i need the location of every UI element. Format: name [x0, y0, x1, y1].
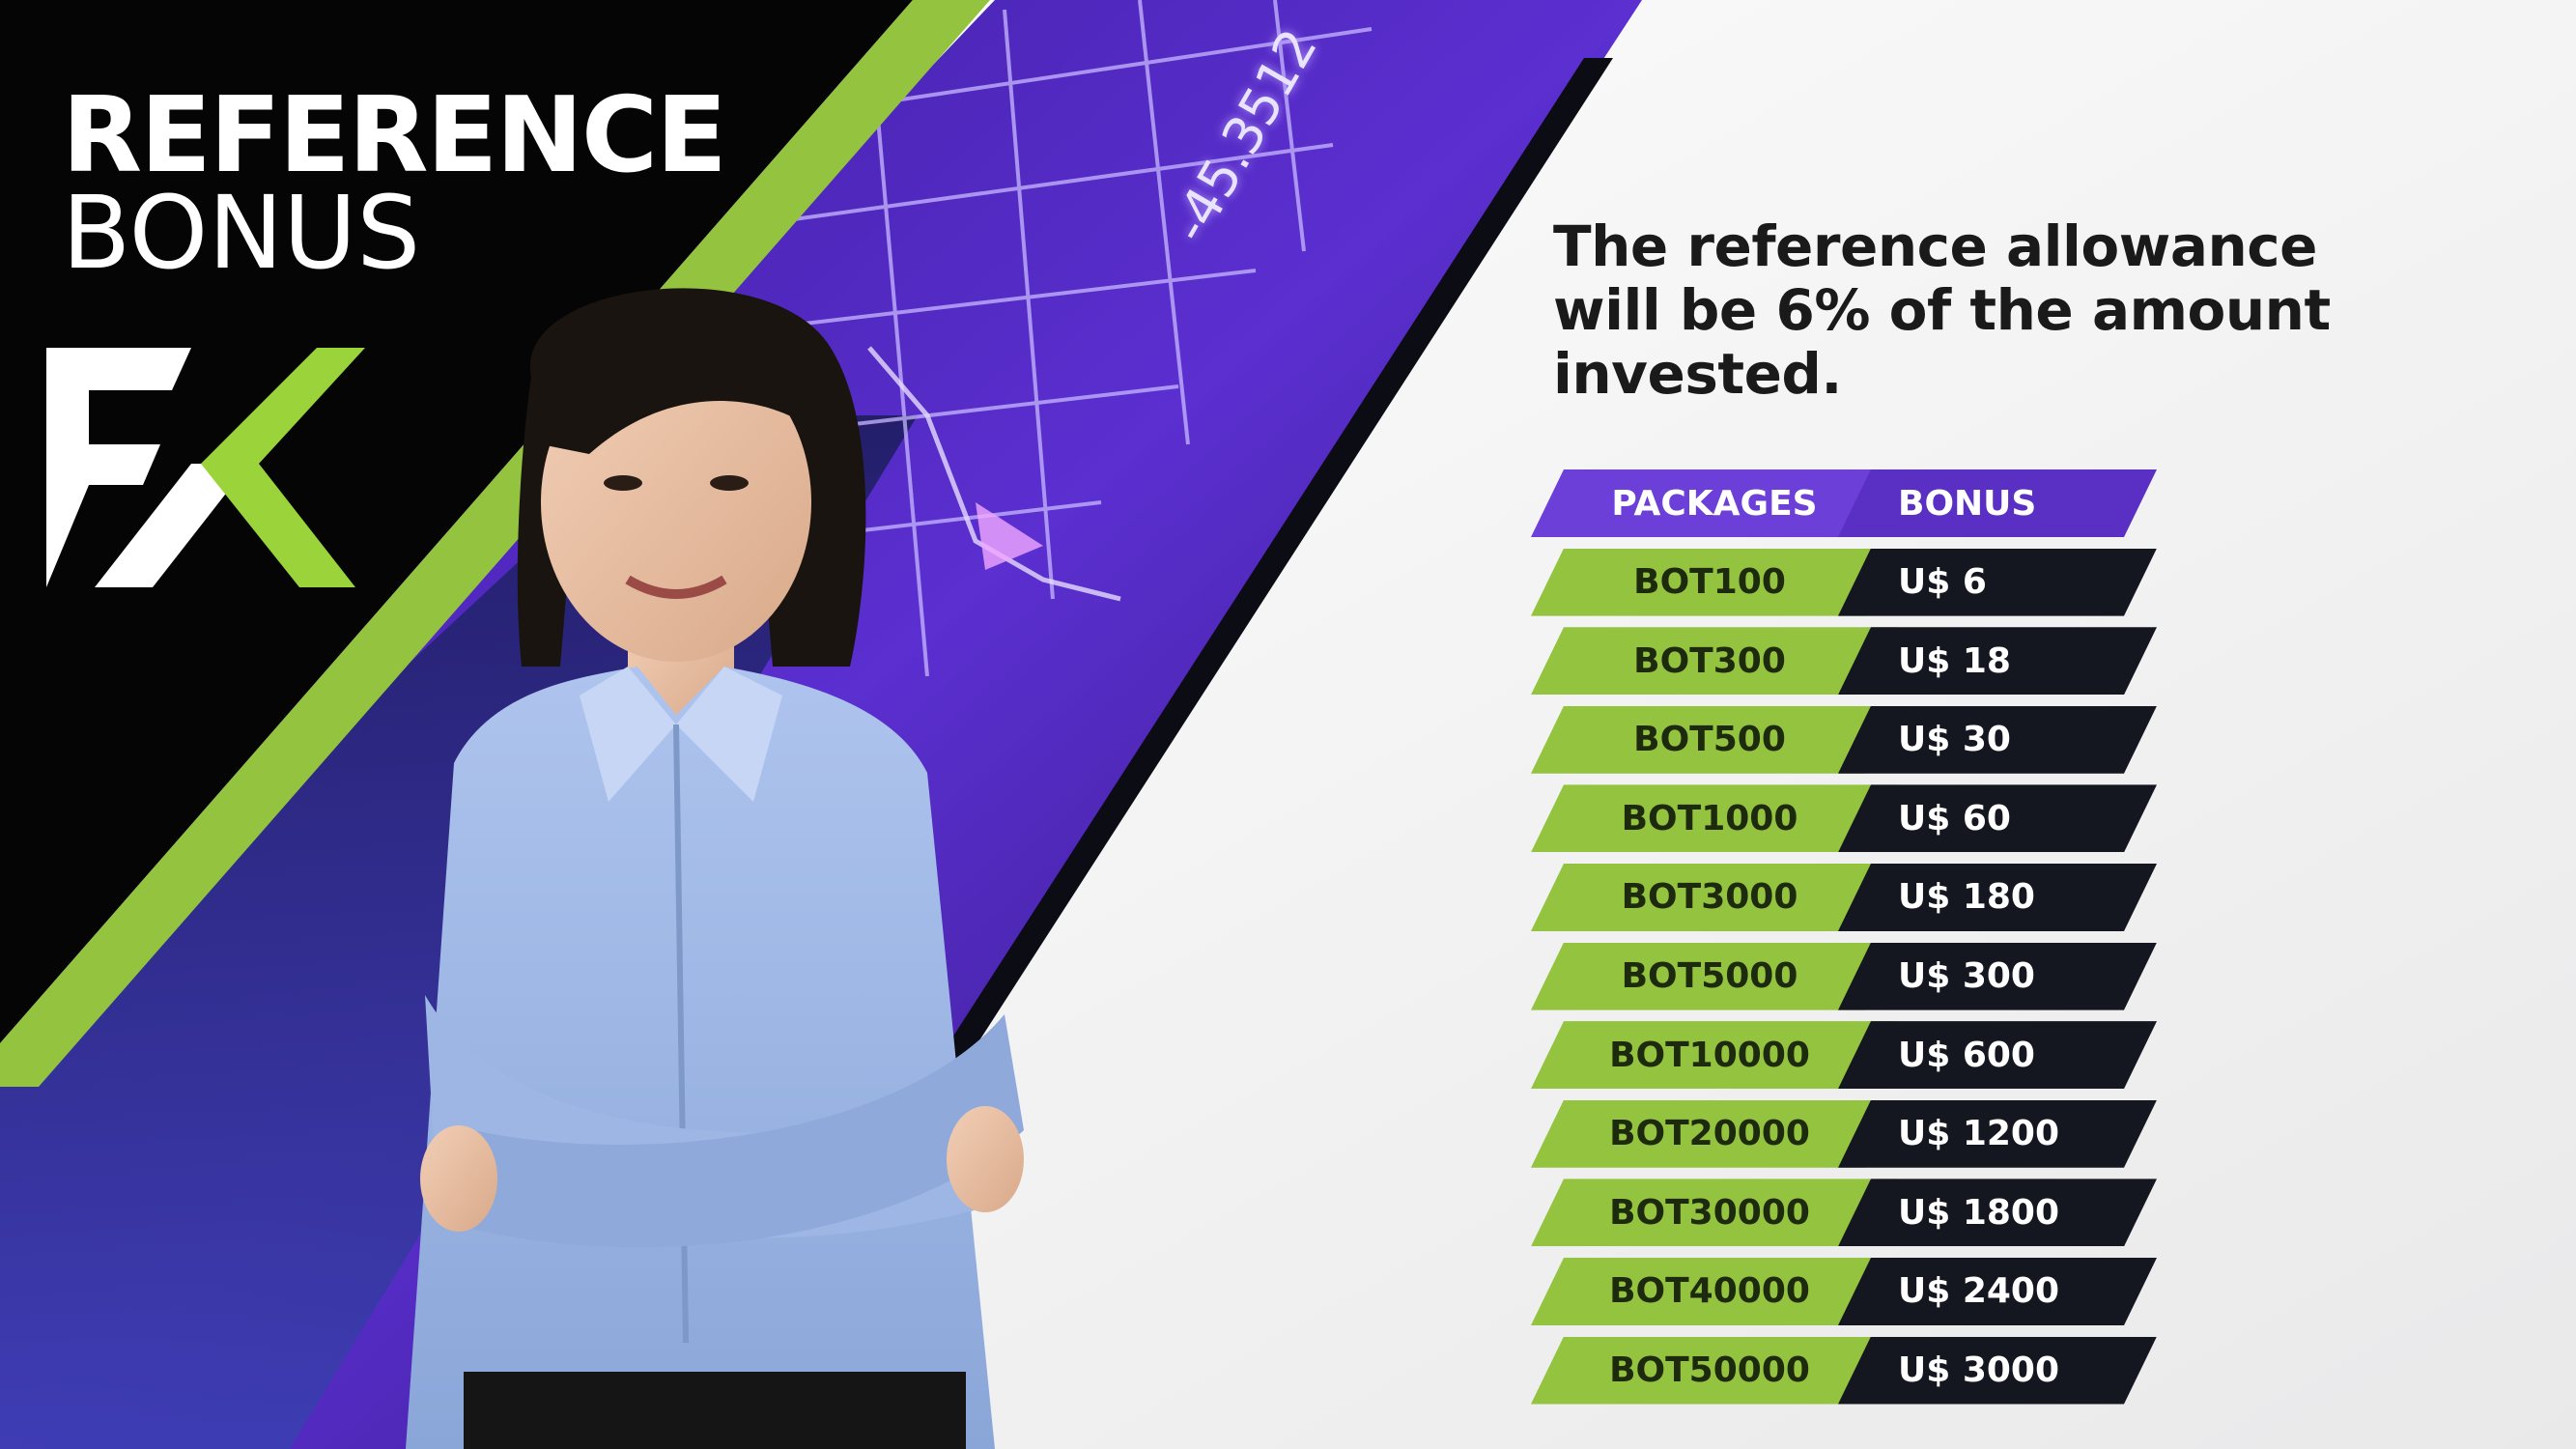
package-name: BOT20000 [1531, 1100, 1898, 1168]
bonus-value: U$ 300 [1838, 943, 2157, 1010]
package-name: BOT100 [1531, 549, 1898, 616]
table-row: BOT10000 U$ 600 [1531, 1021, 2168, 1089]
table-row: BOT300 U$ 18 [1531, 627, 2168, 695]
table-row: BOT30000 U$ 1800 [1531, 1179, 2168, 1246]
package-name: BOT3000 [1531, 864, 1898, 931]
table-header-row: PACKAGES BONUS [1531, 469, 2168, 537]
package-name: BOT500 [1531, 706, 1898, 774]
bonus-value: U$ 18 [1838, 627, 2157, 695]
header-bonus: BONUS [1838, 469, 2157, 537]
title-reference: REFERENCE [62, 75, 727, 196]
table-row: BOT50000 U$ 3000 [1531, 1337, 2168, 1405]
table-row: BOT20000 U$ 1200 [1531, 1100, 2168, 1168]
title-bonus: BONUS [62, 174, 421, 292]
package-name: BOT30000 [1531, 1179, 1898, 1246]
bonus-value: U$ 6 [1838, 549, 2157, 616]
bonus-value: U$ 600 [1838, 1021, 2157, 1089]
bonus-value: U$ 30 [1838, 706, 2157, 774]
table-row: BOT5000 U$ 300 [1531, 943, 2168, 1010]
table-row: BOT500 U$ 30 [1531, 706, 2168, 774]
fx-logo [46, 348, 365, 587]
package-name: BOT10000 [1531, 1021, 1898, 1089]
bonus-value: U$ 1800 [1838, 1179, 2157, 1246]
bonus-value: U$ 3000 [1838, 1337, 2157, 1405]
table-row: BOT100 U$ 6 [1531, 549, 2168, 616]
package-name: BOT40000 [1531, 1258, 1898, 1325]
bonus-value: U$ 1200 [1838, 1100, 2157, 1168]
bonus-value: U$ 180 [1838, 864, 2157, 931]
bonus-value: U$ 60 [1838, 784, 2157, 852]
table-row: BOT3000 U$ 180 [1531, 864, 2168, 931]
businesswoman-illustration [406, 288, 1024, 1449]
package-name: BOT50000 [1531, 1337, 1898, 1405]
package-name: BOT300 [1531, 627, 1898, 695]
header-packages: PACKAGES [1531, 469, 1898, 537]
table-row: BOT1000 U$ 60 [1531, 784, 2168, 852]
headline-text: The reference allowance will be 6% of th… [1553, 213, 2331, 407]
table-row: BOT40000 U$ 2400 [1531, 1258, 2168, 1325]
bonus-table: PACKAGES BONUS BOT100 U$ 6 BOT300 U$ 18 BOT5… [1531, 469, 2168, 1415]
package-name: BOT5000 [1531, 943, 1898, 1010]
package-name: BOT1000 [1531, 784, 1898, 852]
bonus-value: U$ 2400 [1838, 1258, 2157, 1325]
